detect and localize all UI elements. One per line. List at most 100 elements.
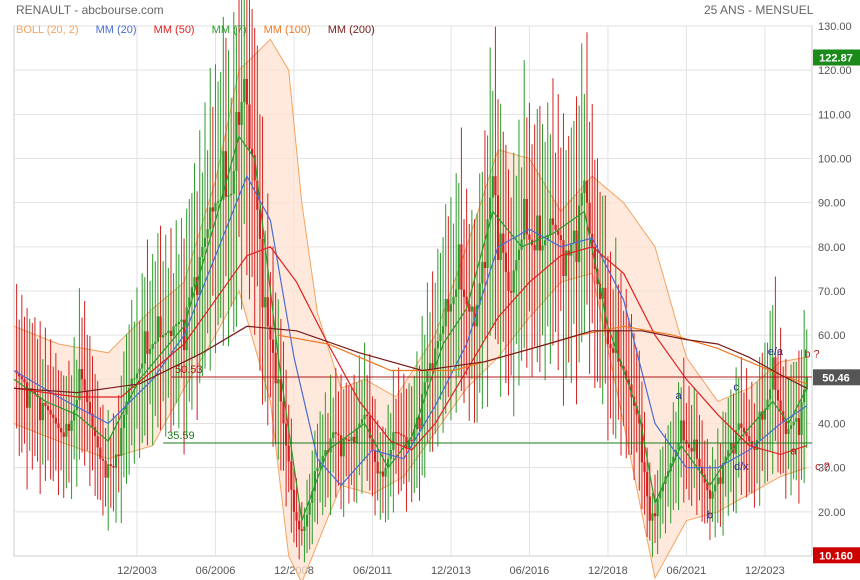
candle-body <box>507 271 510 291</box>
candle-body <box>714 484 717 492</box>
candle-body <box>107 464 110 478</box>
candle-body <box>94 427 97 437</box>
candle-body <box>551 218 555 225</box>
legend-mm200: MM (200) <box>327 24 375 36</box>
candle-body <box>643 462 646 473</box>
candle-body <box>593 246 596 269</box>
candle-body <box>491 176 494 198</box>
series-line-mm-50- <box>13 246 807 456</box>
candle-body <box>470 306 473 312</box>
wave-annotation: b ? <box>804 348 819 360</box>
candle-body <box>727 450 730 457</box>
x-tick-label: 12/2003 <box>117 565 157 577</box>
candle-body <box>557 229 560 236</box>
candle-body <box>476 304 479 327</box>
candle-body <box>447 299 450 312</box>
candle-body <box>740 423 743 428</box>
legend-mm7: MM (7) <box>211 24 247 36</box>
series-line-mm-7- <box>13 135 808 521</box>
candle-body <box>177 321 180 325</box>
candle-body <box>439 333 442 342</box>
candle-body <box>455 289 458 297</box>
candle-body <box>49 410 52 415</box>
candle-body <box>248 104 251 149</box>
candle-body <box>112 465 115 468</box>
candle-body <box>216 201 220 203</box>
candle-body <box>452 296 455 305</box>
candle-body <box>23 379 26 383</box>
candle-body <box>711 491 714 499</box>
candle-body <box>588 202 591 234</box>
y-tick-label: 20.00 <box>818 507 846 519</box>
candle-body <box>243 79 246 102</box>
candle-body <box>449 304 453 312</box>
candle-body <box>353 436 356 443</box>
candle-body <box>345 438 348 440</box>
candle-body <box>575 230 578 262</box>
candle-body <box>193 277 196 288</box>
candle-body <box>544 240 547 246</box>
candle-body <box>214 202 217 212</box>
candle-body <box>591 233 594 247</box>
candle-body <box>661 483 664 492</box>
candle-body <box>604 287 607 329</box>
candle-body <box>303 526 306 531</box>
y-tick-label: 80.00 <box>818 242 846 254</box>
candle-body <box>379 471 382 474</box>
candle-body <box>381 471 385 477</box>
candle-body <box>680 420 683 444</box>
candle-body <box>196 277 199 296</box>
candle-body <box>578 205 581 262</box>
candle-body <box>44 402 47 406</box>
candle-body <box>355 427 358 443</box>
x-tick-label: 12/2018 <box>588 565 628 577</box>
candle-body <box>758 411 761 440</box>
candle-body <box>774 357 777 390</box>
candle-body <box>776 389 780 401</box>
candle-body <box>693 439 696 452</box>
candle-body <box>468 304 471 312</box>
candle-body <box>169 330 173 336</box>
candle-body <box>489 197 492 220</box>
candle-body <box>211 207 214 212</box>
y-tick-label: 60.00 <box>818 330 846 342</box>
candle-body <box>282 401 285 424</box>
reference-line-label: 50.53 <box>175 364 203 376</box>
candle-body <box>117 454 120 457</box>
candle-body <box>431 363 434 369</box>
candle-body <box>486 219 489 269</box>
candle-body <box>562 240 565 277</box>
candle-body <box>512 270 515 293</box>
x-tick-label: 12/2023 <box>745 565 785 577</box>
candle-body <box>729 443 732 450</box>
candle-body <box>481 261 484 284</box>
candle-body <box>70 420 73 431</box>
candle-body <box>285 423 288 446</box>
candle-body <box>324 450 327 456</box>
candle-body <box>67 423 71 431</box>
candle-body <box>376 461 379 474</box>
candle-body <box>510 291 513 293</box>
candle-body <box>549 218 552 236</box>
candle-body <box>75 399 78 411</box>
candle-body <box>230 193 233 196</box>
candle-body <box>292 489 296 512</box>
candle-body <box>564 250 568 277</box>
chart-period: 25 ANS - MENSUEL <box>704 3 814 17</box>
candle-body <box>800 402 803 435</box>
candle-body <box>651 513 654 521</box>
candle-body <box>360 419 364 424</box>
candle-body <box>520 239 523 250</box>
candle-body <box>653 513 657 517</box>
candle-body <box>271 339 275 353</box>
candle-body <box>609 344 612 349</box>
candle-body <box>339 435 343 457</box>
candle-body <box>598 283 602 299</box>
candle-body <box>25 382 29 408</box>
candle-body <box>46 405 50 411</box>
candle-body <box>203 238 207 247</box>
candle-body <box>41 402 44 421</box>
candle-body <box>580 193 583 206</box>
candle-body <box>227 195 230 197</box>
candle-body <box>321 455 324 462</box>
